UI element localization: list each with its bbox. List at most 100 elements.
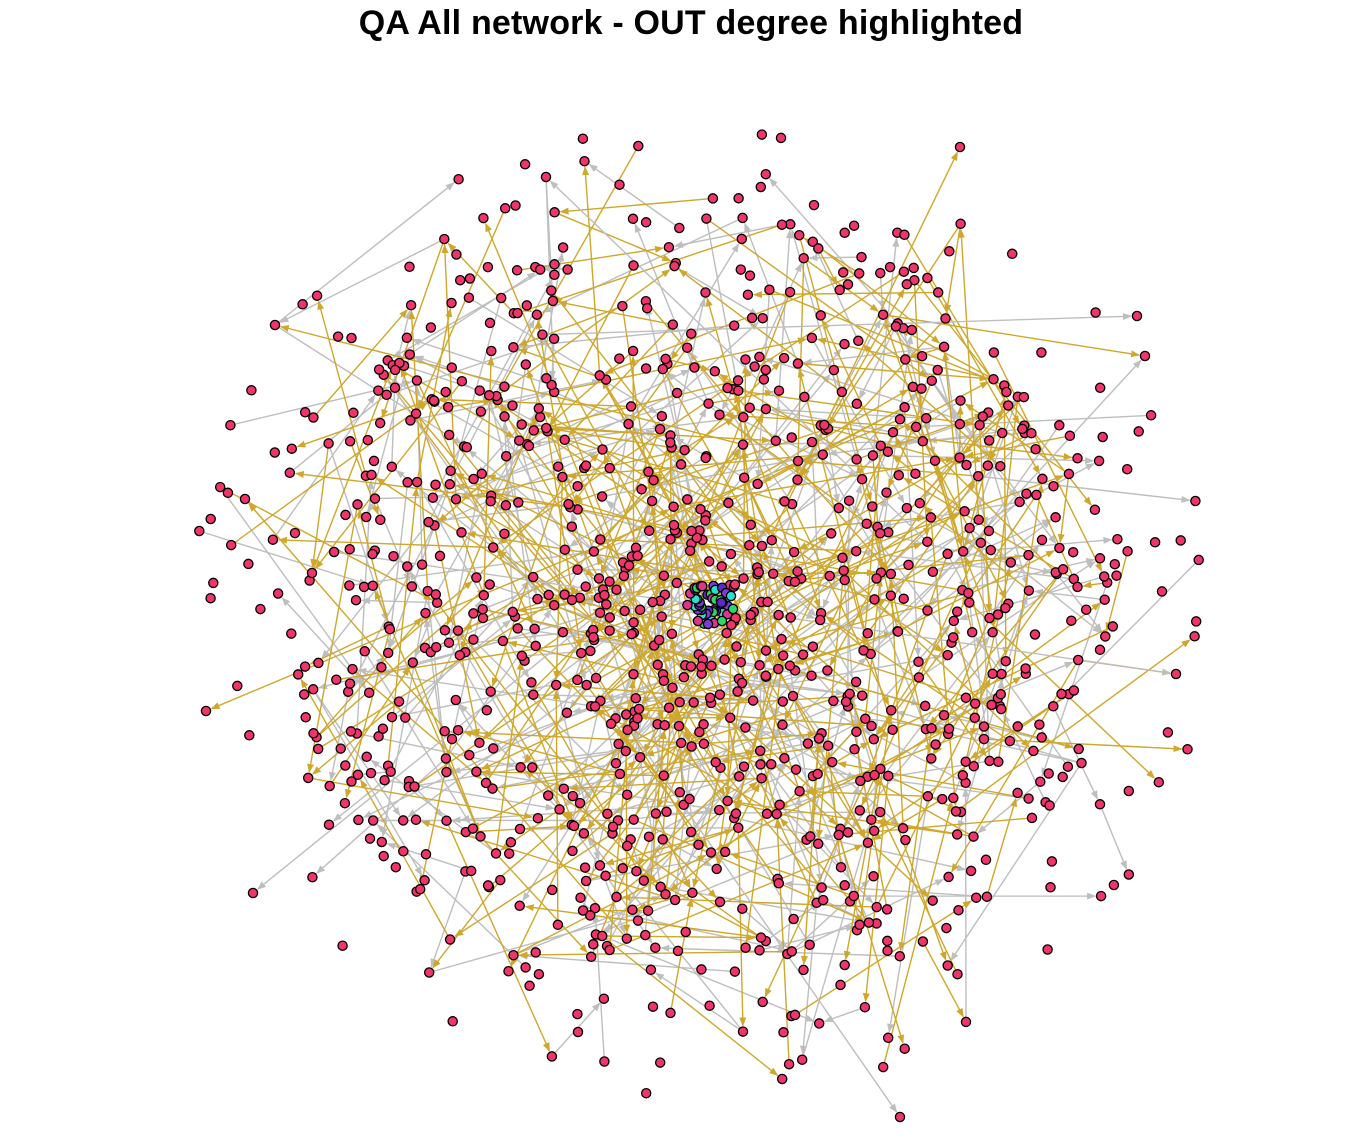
network-node xyxy=(562,264,573,275)
network-node xyxy=(1023,585,1035,596)
edge xyxy=(870,359,1142,655)
network-node xyxy=(632,915,644,926)
network-node xyxy=(524,980,535,992)
edge-highlighted xyxy=(822,319,882,446)
edge-highlighted xyxy=(878,625,1114,738)
network-node xyxy=(595,534,606,545)
network-node xyxy=(1020,663,1031,674)
network-node xyxy=(974,419,985,431)
network-node xyxy=(756,540,768,552)
network-node xyxy=(465,865,477,877)
network-node xyxy=(968,760,980,772)
network-node xyxy=(900,354,911,365)
network-node xyxy=(1021,488,1032,499)
network-node xyxy=(785,612,796,623)
network-node xyxy=(882,945,893,956)
network-node xyxy=(1035,776,1046,787)
network-node xyxy=(792,566,803,577)
network-node xyxy=(837,267,849,278)
network-node xyxy=(414,883,426,895)
network-node xyxy=(776,219,788,230)
network-node xyxy=(302,772,314,784)
edge xyxy=(978,475,1191,503)
network-node xyxy=(987,627,998,638)
edge-highlighted xyxy=(675,529,786,759)
edge-highlighted xyxy=(779,817,870,924)
network-node xyxy=(1121,463,1133,475)
network-node xyxy=(205,513,216,525)
network-node xyxy=(450,493,462,505)
edge xyxy=(453,611,514,641)
network-node xyxy=(580,875,592,887)
network-node xyxy=(454,649,466,661)
network-node xyxy=(822,665,833,676)
network-node xyxy=(674,787,686,798)
network-node xyxy=(344,580,355,591)
edge-highlighted xyxy=(797,362,989,382)
network-node xyxy=(286,628,297,639)
edge-highlighted xyxy=(843,542,923,572)
edge xyxy=(841,484,863,558)
network-node xyxy=(1133,426,1144,437)
network-node xyxy=(778,1027,789,1038)
network-node xyxy=(581,679,592,691)
network-node xyxy=(208,577,219,589)
edge xyxy=(432,279,553,499)
network-node xyxy=(533,403,545,414)
edge-highlighted xyxy=(794,669,1074,749)
network-node xyxy=(1044,800,1055,811)
network-node xyxy=(579,862,591,873)
network-node xyxy=(404,261,415,273)
network-node xyxy=(299,407,311,418)
network-node xyxy=(400,712,411,723)
network-node xyxy=(577,133,589,144)
network-node xyxy=(454,274,466,286)
network-node xyxy=(434,550,446,562)
edge-highlighted xyxy=(669,897,694,1014)
network-node xyxy=(942,548,953,560)
network-node xyxy=(696,964,707,975)
network-node xyxy=(890,321,902,332)
network-node xyxy=(806,332,818,344)
network-node xyxy=(580,460,592,471)
network-node xyxy=(267,534,279,545)
network-node xyxy=(388,550,399,562)
network-node xyxy=(589,902,601,914)
network-node xyxy=(306,567,318,579)
edge xyxy=(542,312,1132,336)
network-node xyxy=(1111,570,1122,581)
network-node xyxy=(385,766,396,777)
network-node xyxy=(614,179,625,190)
network-node xyxy=(960,756,971,767)
edge-highlighted xyxy=(210,418,901,710)
network-node xyxy=(978,721,990,732)
network-node xyxy=(1123,785,1135,797)
network-node xyxy=(867,450,879,461)
edge-highlighted xyxy=(308,777,533,820)
network-node xyxy=(648,474,659,486)
network-node xyxy=(610,758,622,769)
network-node xyxy=(805,831,816,842)
network-node xyxy=(297,299,308,310)
network-node xyxy=(938,341,950,353)
edge xyxy=(804,760,990,793)
network-node xyxy=(574,797,586,809)
edge xyxy=(930,424,1060,607)
edge xyxy=(887,796,929,1033)
network-node xyxy=(815,310,826,321)
edge-highlighted xyxy=(674,451,792,618)
network-node xyxy=(883,770,894,782)
network-node xyxy=(839,227,850,239)
network-node xyxy=(386,461,398,473)
edge-highlighted xyxy=(475,453,600,578)
network-node xyxy=(441,766,452,778)
network-node xyxy=(485,686,496,697)
network-node xyxy=(806,436,818,448)
network-node xyxy=(443,429,455,441)
edge-highlighted xyxy=(670,333,692,360)
network-node xyxy=(1094,382,1106,394)
network-node xyxy=(665,1007,676,1019)
network-node xyxy=(344,678,356,689)
edge-highlighted xyxy=(872,455,884,568)
edge xyxy=(349,549,589,587)
